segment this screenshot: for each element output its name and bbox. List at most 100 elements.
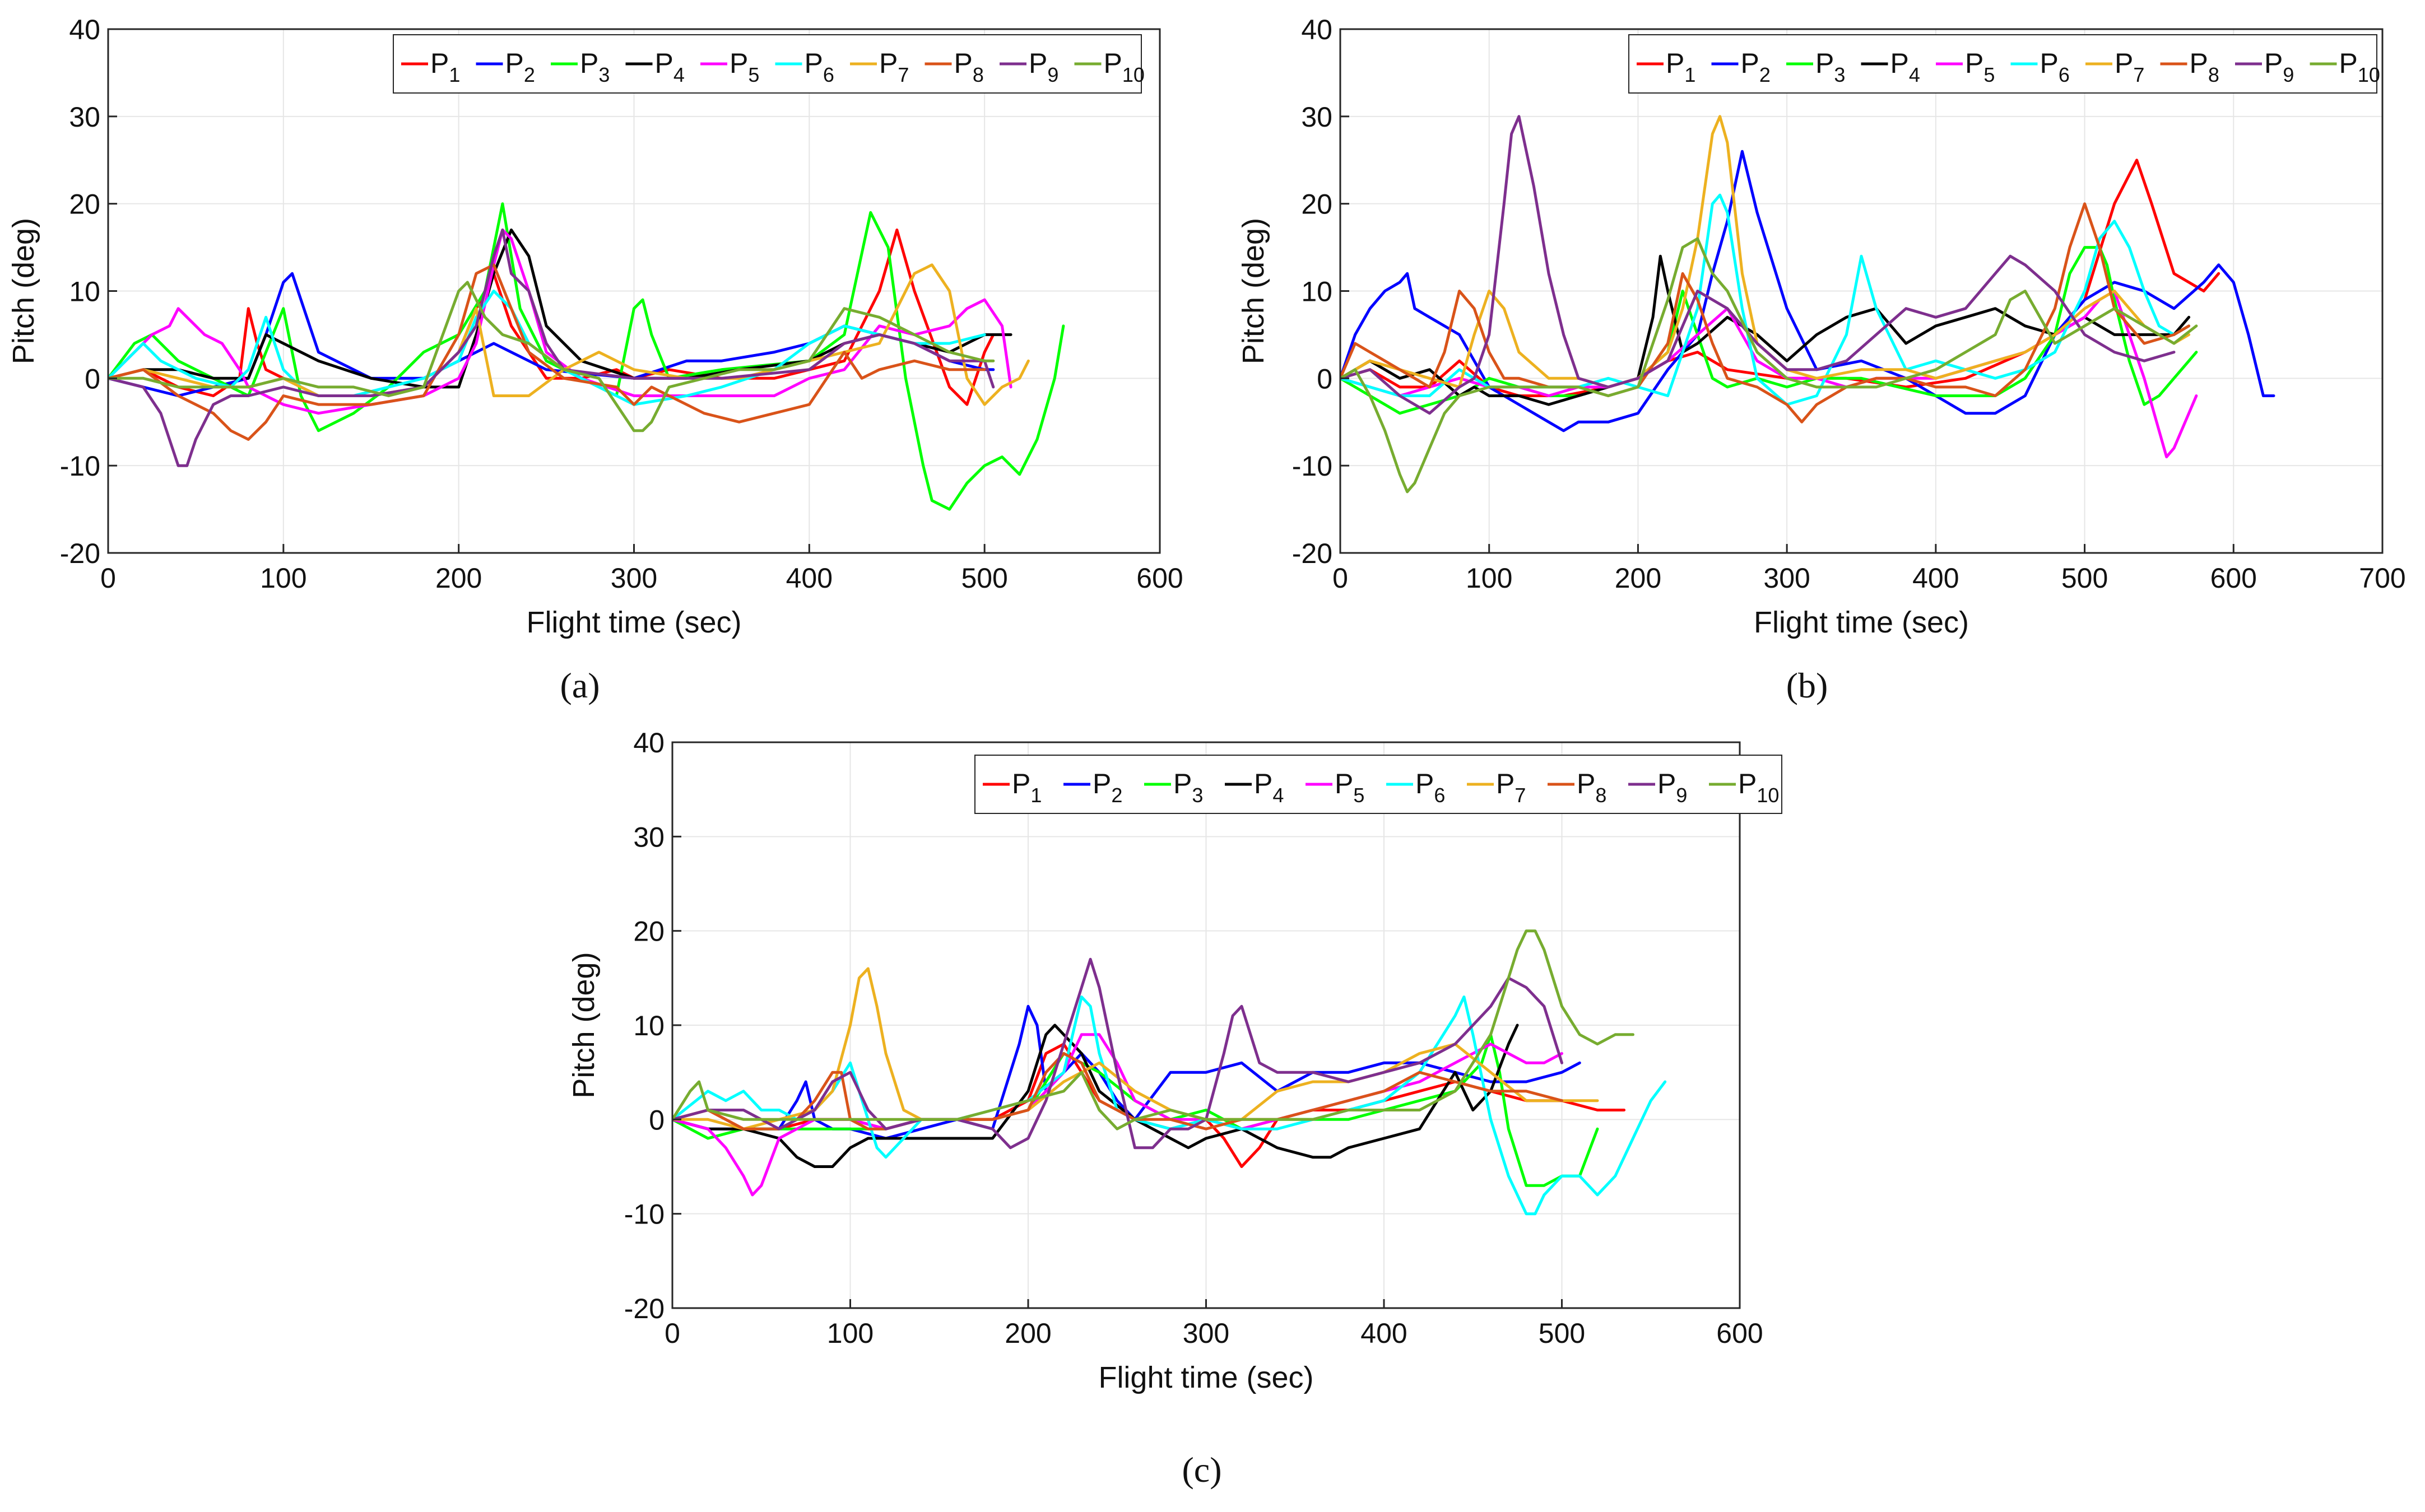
series-line-p10 [108,281,995,432]
y-axis-label: Pitch (deg) [1237,218,1270,364]
legend-entry-p10: P10 [2339,48,2380,86]
legend: P1 P2 P3 P4 P5 P6 P7 P8 P9 P10 [974,755,1782,814]
x-tick-label: 600 [1136,562,1183,594]
x-tick-label: 700 [2359,562,2405,594]
legend: P1 P2 P3 P4 P5 P6 P7 P8 P9 P10 [393,34,1145,94]
chart-panel-b: 0 100 200 300 400 500 600 700 -20 -10 0 10 20 30 40 Fli… [1237,14,2406,639]
x-tick-label: 300 [1183,1318,1229,1349]
x-tick-label: 200 [1615,562,1661,594]
x-axis-label: Flight time (sec) [1754,606,1969,639]
legend-entry-p6: P6 [1415,768,1445,807]
y-tick-label: -10 [1292,450,1332,482]
legend-entry-p2: P2 [1093,768,1122,807]
series-line-p3 [108,202,1065,511]
y-tick-label: 20 [69,189,100,220]
legend-entry-p8: P8 [1577,768,1606,807]
legend-entry-p10: P10 [1104,48,1145,86]
series-line-p8 [672,1052,1563,1130]
series-line-p9 [672,957,1563,1150]
series-line-p9 [1340,115,2176,415]
x-tick-label: 500 [961,562,1007,594]
legend-entry-p5: P5 [1335,768,1364,807]
legend-entry-p8: P8 [2190,48,2219,86]
series-line-p8 [108,263,986,441]
series-line-p10 [672,929,1634,1130]
legend-entry-p5: P5 [1965,48,1995,86]
series-line-p8 [1340,202,2191,424]
x-tick-label: 200 [435,562,482,594]
legend-entry-p3: P3 [580,48,610,86]
x-tick-label: 100 [1466,562,1512,594]
x-tick-label: 100 [827,1318,874,1349]
legend-entry-p4: P4 [1890,48,1920,86]
legend-entry-p4: P4 [655,48,685,86]
legend-entry-p9: P9 [2264,48,2294,86]
y-tick-label: 10 [69,276,100,308]
legend-entry-p7: P7 [1496,768,1526,807]
series-line-p4 [1340,254,2191,406]
y-axis-label: Pitch (deg) [7,218,40,364]
legend-entry-p9: P9 [1029,48,1058,86]
series-line-p3 [1340,246,2198,415]
x-tick-label: 600 [2210,562,2257,594]
x-tick-label: 300 [1763,562,1810,594]
legend-entry-p9: P9 [1657,768,1687,807]
y-tick-label: 40 [633,727,665,759]
figure-caption-a: (a) [560,666,600,705]
series-line-p4 [672,1023,1519,1168]
x-tick-label: 0 [665,1318,680,1349]
y-tick-label: 40 [69,14,100,45]
legend-entry-p10: P10 [1738,768,1779,807]
x-tick-label: 400 [1360,1318,1407,1349]
x-tick-label: 0 [100,562,116,594]
x-tick-label: 500 [2061,562,2108,594]
x-tick-label: 500 [1539,1318,1585,1349]
legend-entry-p3: P3 [1173,768,1203,807]
series-line-p5 [672,1033,1563,1197]
y-tick-label: 10 [633,1010,665,1041]
y-tick-label: -20 [1292,538,1332,569]
series-lines [1340,115,2275,494]
y-tick-label: 20 [633,916,665,947]
y-tick-label: 0 [649,1104,665,1136]
x-tick-label: 300 [611,562,657,594]
x-axis-label: Flight time (sec) [526,606,741,639]
legend-entry-p3: P3 [1815,48,1845,86]
legend-entry-p1: P1 [430,48,460,86]
legend-entry-p2: P2 [505,48,535,86]
figure-caption-c: (c) [1182,1450,1221,1490]
y-tick-label: 40 [1301,14,1332,45]
y-axis-label: Pitch (deg) [567,952,601,1098]
legend-entry-p1: P1 [1666,48,1695,86]
x-tick-label: 400 [1912,562,1959,594]
series-lines [672,929,1667,1216]
figure-caption-b: (b) [1786,666,1828,705]
x-axis-label: Flight time (sec) [1098,1361,1313,1394]
y-tick-label: 0 [85,363,100,394]
legend: P1 P2 P3 P4 P5 P6 P7 P8 P9 P10 [1628,34,2380,94]
y-tick-label: 20 [1301,189,1332,220]
series-lines [108,202,1065,511]
chart-panel-a: 0 100 200 300 400 500 600 -20 -10 0 10 20 30 40 Flight… [7,14,1183,639]
x-tick-label: 0 [1332,562,1348,594]
legend-entry-p1: P1 [1012,768,1042,807]
legend-entry-p6: P6 [805,48,834,86]
x-tick-label: 400 [786,562,833,594]
legend-entry-p8: P8 [954,48,984,86]
y-tick-label: 30 [633,821,665,853]
series-line-p9 [108,228,995,467]
y-tick-label: -20 [60,538,100,569]
series-line-p3 [672,1033,1599,1187]
legend-entry-p6: P6 [2040,48,2070,86]
legend-entry-p7: P7 [2115,48,2144,86]
legend-entry-p7: P7 [879,48,909,86]
y-tick-label: 30 [1301,101,1332,133]
chart-panel-c: 0 100 200 300 400 500 600 -20 -10 0 10 20 30 40 Flight… [567,727,1782,1394]
x-tick-label: 600 [1716,1318,1763,1349]
y-tick-label: -10 [60,450,100,482]
series-line-p2 [1340,150,2275,432]
series-line-p10 [1340,237,2198,494]
y-tick-label: -20 [624,1293,665,1324]
y-tick-label: -10 [624,1199,665,1230]
